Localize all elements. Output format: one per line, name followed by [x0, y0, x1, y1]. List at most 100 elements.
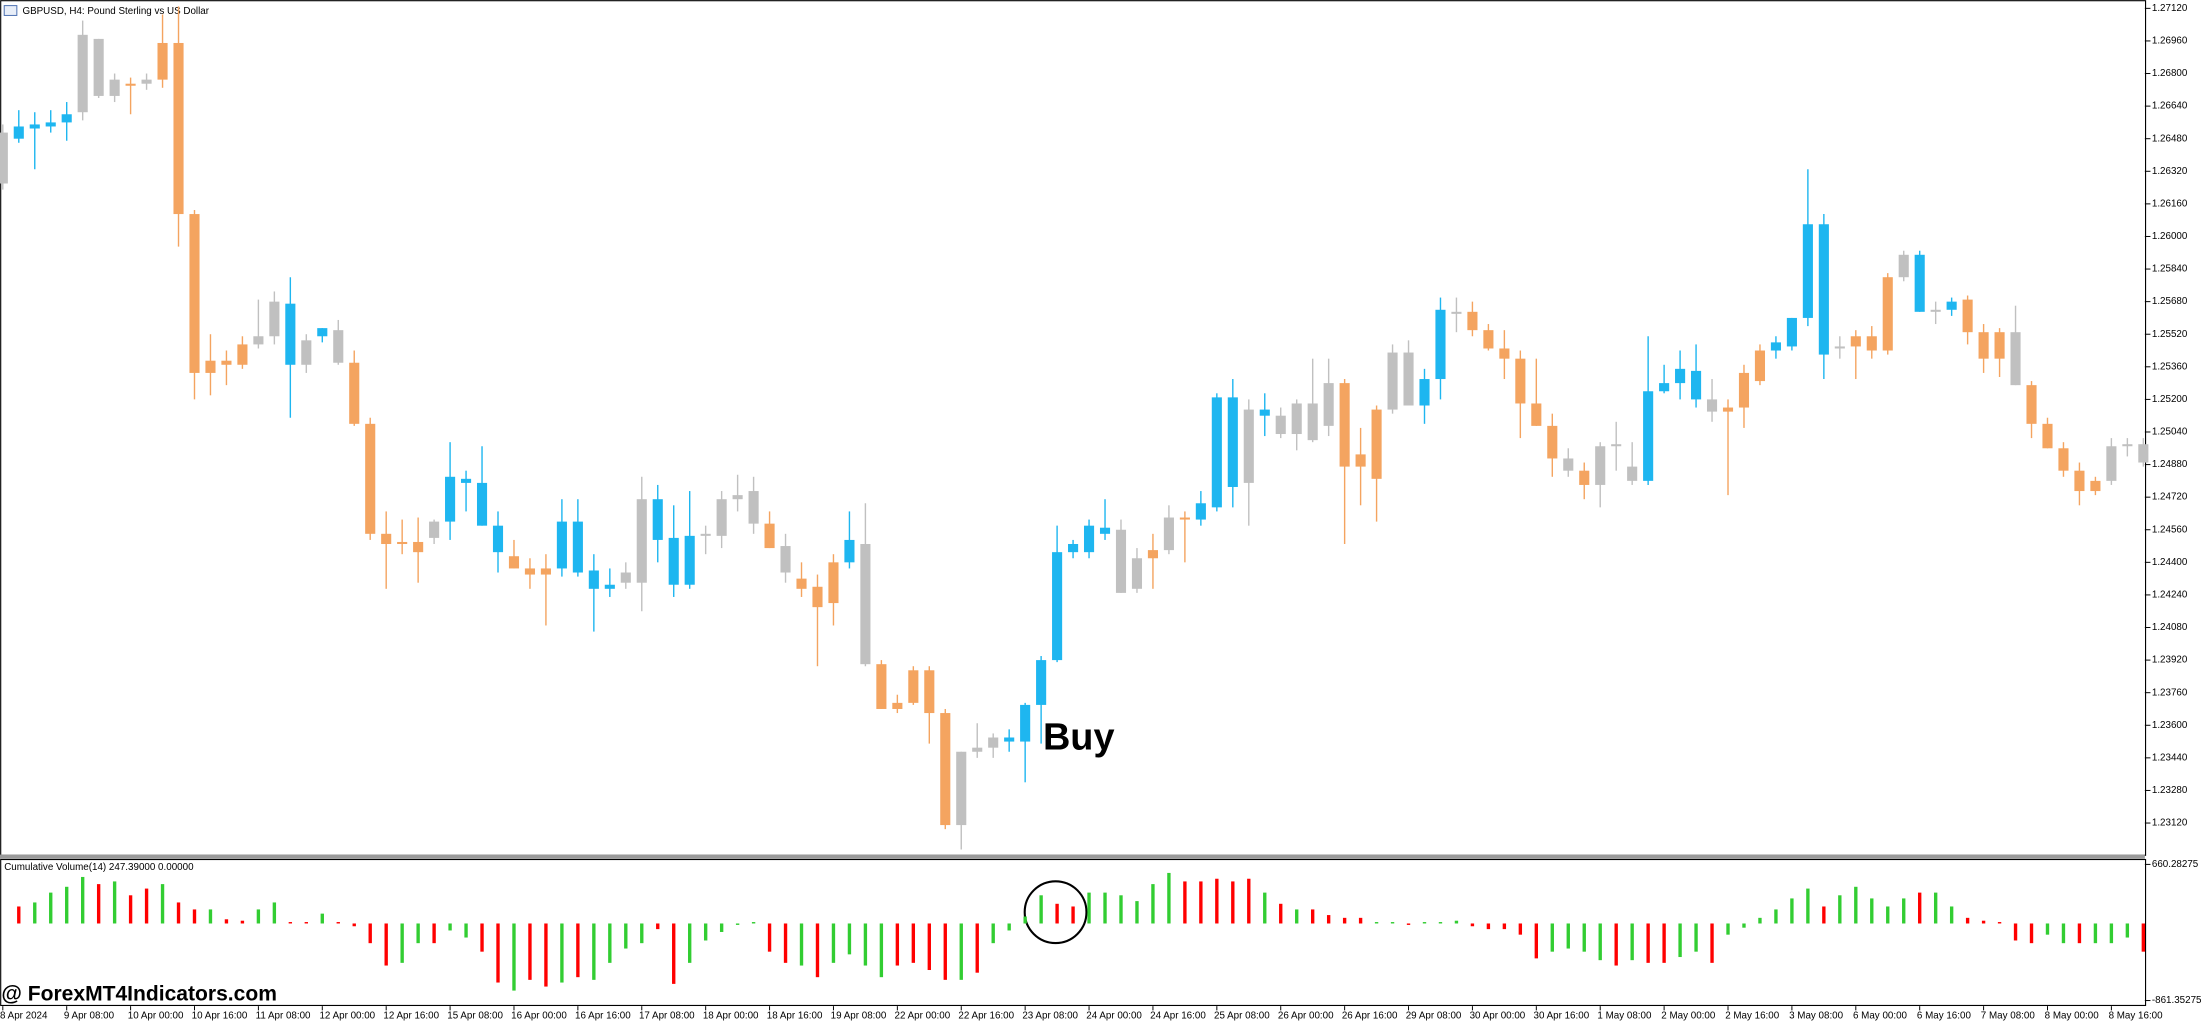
candle-body [317, 328, 328, 337]
y-tick-label: 1.26960 [2152, 36, 2188, 47]
candle-body [1339, 383, 1350, 467]
x-tick-label: 18 Apr 00:00 [703, 1011, 759, 1022]
candle-body [301, 340, 312, 365]
histogram-bar [1119, 895, 1123, 924]
histogram-bar [991, 923, 995, 944]
y-tick-label: 1.26320 [2152, 166, 2188, 177]
histogram-bar [1231, 881, 1235, 924]
candle-body [1307, 403, 1318, 441]
histogram-bar [1726, 923, 1730, 935]
histogram-bar [1854, 886, 1858, 924]
x-tick-label: 2 May 00:00 [1661, 1011, 1716, 1022]
histogram-bar [1790, 898, 1794, 924]
candle-body [2058, 448, 2069, 471]
histogram-bar [1646, 923, 1650, 963]
candle-body [173, 42, 184, 215]
histogram-bar [368, 923, 372, 944]
histogram-bar [1279, 903, 1283, 924]
x-tick-label: 24 Apr 00:00 [1086, 1011, 1142, 1022]
histogram-bar [1454, 920, 1459, 924]
y-tick-label: 1.25200 [2152, 394, 2188, 405]
candle-body [1675, 368, 1686, 384]
histogram-bar [1406, 923, 1411, 925]
candle-body [860, 544, 871, 665]
histogram-bar [719, 923, 724, 932]
candle-body [1291, 403, 1302, 435]
histogram-bar [1742, 923, 1746, 928]
candle-body [381, 533, 392, 545]
x-tick-label: 6 May 16:00 [1917, 1011, 1972, 1022]
x-tick-label: 16 Apr 00:00 [511, 1011, 567, 1022]
histogram-bar [2125, 923, 2130, 938]
candle-body [780, 546, 791, 573]
candle-body [1563, 458, 1574, 471]
x-tick-label: 19 Apr 08:00 [831, 1011, 887, 1022]
x-tick-label: 24 Apr 16:00 [1150, 1011, 1206, 1022]
candle-body [588, 570, 599, 589]
candle-body [1099, 527, 1111, 534]
candle-body [1706, 399, 1718, 412]
y-tick-label: 660.28275 [2152, 859, 2199, 870]
histogram-bar [576, 923, 580, 978]
candle-body [1595, 446, 1606, 485]
candle-body [636, 499, 647, 583]
x-tick-label: 11 Apr 08:00 [256, 1011, 311, 1022]
histogram-bar [927, 923, 931, 971]
histogram-bar [1710, 923, 1714, 963]
histogram-bar [1566, 923, 1570, 949]
candle-body [1802, 224, 1813, 318]
symbol-icon [3, 5, 18, 16]
histogram-bar [1870, 898, 1874, 924]
x-tick-label: 26 Apr 16:00 [1342, 1011, 1398, 1022]
histogram-bar [767, 923, 772, 952]
candle-body [1738, 372, 1750, 408]
x-tick-label: 15 Apr 08:00 [447, 1011, 503, 1022]
candle-body [1371, 409, 1382, 479]
histogram-bar [1949, 906, 1954, 924]
histogram-bar [975, 923, 979, 973]
candle-body [1227, 397, 1238, 487]
candle-body [1914, 254, 1925, 312]
histogram-bar [176, 902, 181, 924]
histogram-bar [288, 922, 293, 924]
x-tick-label: 8 May 16:00 [2109, 1011, 2164, 1022]
candle-body [253, 336, 264, 345]
x-tick-label: 9 Apr 08:00 [64, 1011, 115, 1022]
candle-body [1403, 352, 1414, 406]
candle-body [1211, 397, 1222, 508]
candle-body [876, 664, 887, 709]
y-tick-label: 1.25360 [2152, 361, 2188, 372]
histogram-bar [128, 895, 133, 924]
candle-body [524, 568, 536, 575]
histogram-bar [560, 923, 564, 983]
y-tick-label: 1.24720 [2152, 492, 2188, 503]
histogram-bar [1071, 906, 1075, 924]
watermark: @ ForexMT4Indicators.com [1, 982, 277, 1005]
candle-body [1483, 330, 1494, 349]
y-tick-label: 1.24400 [2152, 557, 2188, 568]
histogram-bar [33, 902, 37, 924]
candle-body [1531, 403, 1542, 426]
candle-body [1323, 383, 1334, 426]
candle-body [2138, 444, 2149, 463]
candle-body [620, 572, 631, 583]
histogram-bar [1039, 895, 1043, 924]
histogram-bar [144, 888, 149, 924]
y-tick-label: 1.26160 [2152, 198, 2188, 209]
histogram-bar [1630, 923, 1634, 961]
candle-body [988, 737, 999, 748]
candle-body [93, 38, 104, 96]
candle-body [2010, 332, 2021, 386]
histogram-bar [416, 923, 420, 944]
y-tick-label: 1.23120 [2152, 818, 2188, 829]
candle-body [1866, 336, 1877, 351]
histogram-bar [480, 923, 484, 952]
candle-body [365, 423, 376, 534]
candle-body [445, 476, 456, 522]
candle-body [1243, 409, 1254, 483]
histogram-bar [799, 923, 804, 966]
histogram-bar [1023, 916, 1027, 924]
candle-body [2026, 385, 2037, 424]
candle-body [221, 360, 232, 365]
